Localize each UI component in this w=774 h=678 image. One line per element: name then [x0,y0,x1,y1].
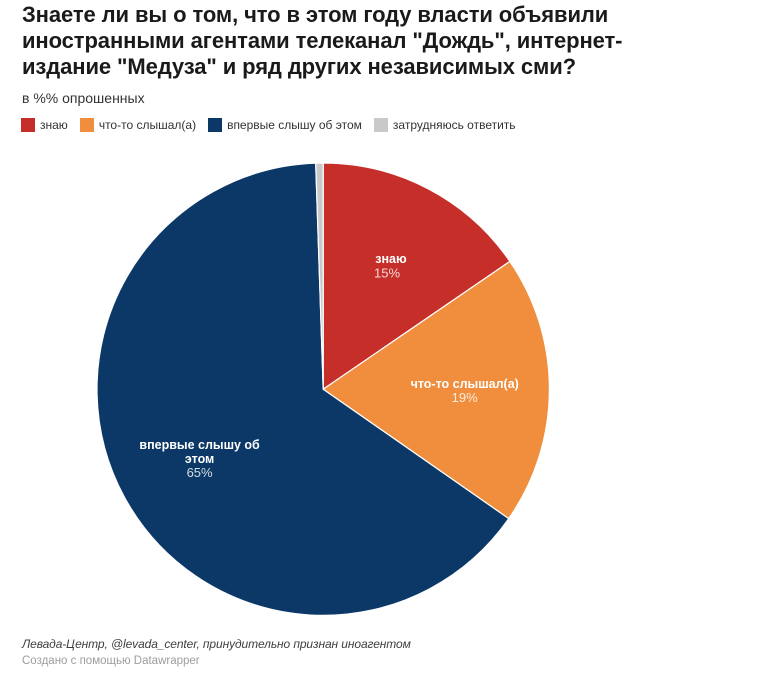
svg-text:знаю: знаю [375,252,407,266]
svg-text:этом: этом [185,452,214,466]
svg-text:19%: 19% [452,390,478,405]
svg-text:что-то слышал(а): что-то слышал(а) [411,377,519,391]
svg-text:15%: 15% [374,266,400,281]
svg-text:впервые слышу об: впервые слышу об [139,438,260,452]
svg-text:65%: 65% [187,465,213,480]
